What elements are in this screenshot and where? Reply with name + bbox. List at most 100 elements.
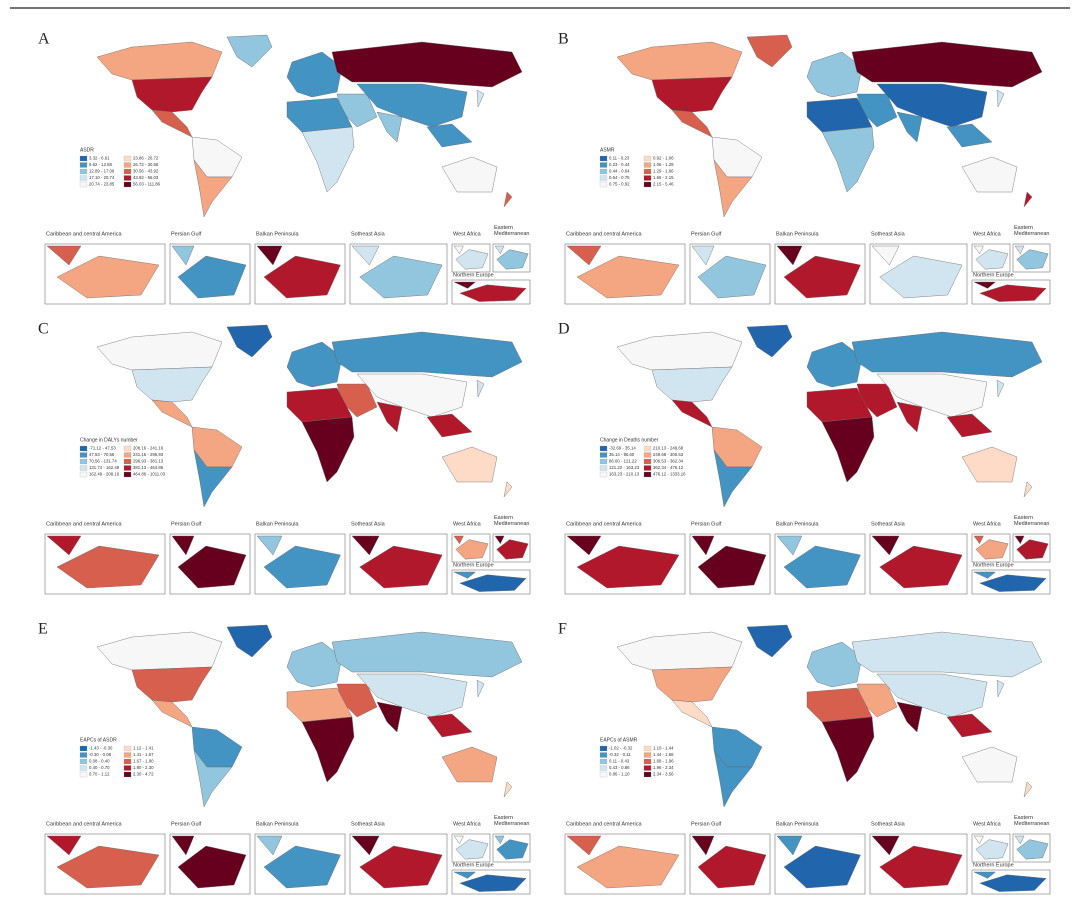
legend-swatch	[599, 465, 608, 471]
inset-land	[576, 545, 680, 589]
panel-letter: E	[38, 621, 48, 638]
inset-land	[263, 255, 341, 299]
legend-label: 2.30 - 4.72	[133, 772, 154, 777]
legend-swatch	[599, 181, 608, 188]
country-greenland	[746, 324, 793, 358]
legend-swatch	[599, 471, 608, 478]
inset-land	[697, 845, 767, 889]
legend-swatch	[643, 168, 652, 175]
country-europe	[806, 341, 863, 388]
legend-label: 464.86 - 1011.03	[133, 472, 166, 477]
legend-label: -0.30 - 0.08	[89, 752, 112, 757]
inset-title: Caribbean and central America	[46, 521, 122, 527]
inset-title: West Africa	[453, 231, 482, 237]
country-europe	[806, 51, 863, 98]
legend-label: 131.74 - 162.49	[89, 465, 120, 470]
panel: D Change in Deaths number -32.69 - 35.1435…	[558, 321, 1051, 595]
country-china	[356, 83, 468, 128]
legend-swatch	[123, 745, 132, 752]
world-map	[96, 324, 523, 508]
legend: Change in DALYs number -71.12 - 47.5347.5…	[79, 437, 166, 478]
country-africa-south	[301, 716, 355, 783]
country-argentina	[193, 749, 233, 808]
inset-land-secondary	[453, 871, 476, 879]
country-japan	[996, 379, 1005, 398]
inset-title-line: Eastern	[494, 225, 513, 231]
inset-land	[359, 845, 443, 889]
inset-land	[576, 845, 680, 889]
legend-title: Change in DALYs number	[80, 437, 138, 443]
legend-swatch	[79, 765, 88, 771]
inset-land-secondary	[453, 835, 464, 845]
legend-label: 1.68 - 1.96	[653, 759, 674, 764]
legend-swatch	[79, 752, 88, 758]
legend-swatch	[643, 471, 652, 478]
legend-label: 241.16 - 296.93	[133, 452, 164, 457]
country-japan	[996, 679, 1005, 698]
legend-label: 1.67 - 1.90	[133, 759, 154, 764]
country-usa	[651, 666, 733, 703]
inset-land	[56, 545, 160, 589]
panel-letter: B	[558, 31, 569, 48]
inset-title: Persian Gulf	[171, 231, 202, 237]
legend-swatch	[79, 458, 88, 465]
legend-label: 47.53 - 70.56	[89, 452, 115, 457]
inset-title: Balkan Peninsula	[776, 521, 819, 527]
country-mexico	[151, 699, 193, 728]
inset-title: Sotheast Asia	[351, 231, 386, 237]
inset-land-secondary	[973, 571, 996, 579]
inset-land-secondary	[351, 245, 380, 266]
inset-land	[576, 255, 680, 299]
country-mexico	[671, 399, 713, 428]
inset-land	[359, 255, 443, 299]
inset-title: Persian Gulf	[691, 231, 722, 237]
world-map	[616, 324, 1043, 508]
panel: C Change in DALYs number -71.12 - 47.5347.…	[38, 321, 531, 595]
legend-label: 0.86 - 1.10	[609, 772, 630, 777]
legend-swatch	[599, 162, 608, 168]
inset-land-secondary	[453, 535, 464, 545]
inset-title: Caribbean and central America	[566, 521, 642, 527]
inset-title: Balkan Peninsula	[776, 231, 819, 237]
inset-land-secondary	[973, 535, 984, 545]
inset-land-secondary	[1014, 245, 1025, 255]
inset-title: Sotheast Asia	[871, 821, 906, 827]
country-se-asia	[426, 123, 473, 148]
inset-land-secondary	[171, 835, 195, 856]
legend-label: 12.89 - 17.09	[89, 169, 115, 174]
inset-title: Sotheast Asia	[351, 521, 386, 527]
inset-land-secondary	[776, 245, 803, 266]
legend-label: 0.70 - 1.12	[89, 772, 110, 777]
country-se-asia	[426, 713, 473, 738]
inset-land	[177, 545, 247, 589]
inset-land	[697, 545, 767, 589]
legend-swatch	[643, 155, 652, 162]
country-new-zealand	[1023, 781, 1033, 798]
inset-title-line: Eastern	[494, 515, 513, 521]
inset-land	[263, 545, 341, 589]
legend-label: 0.64 - 0.75	[609, 175, 630, 180]
country-new-zealand	[503, 191, 513, 208]
legend-swatch	[599, 765, 608, 771]
world-map	[616, 624, 1043, 808]
inset-land	[879, 845, 963, 889]
country-new-zealand	[503, 481, 513, 498]
country-china	[876, 83, 988, 128]
inset-land	[975, 539, 1009, 560]
inset-land-secondary	[171, 245, 195, 266]
panel-letter: F	[558, 621, 567, 638]
country-africa-south	[821, 416, 875, 483]
inset-title: Northern Europe	[453, 862, 494, 868]
legend-label: 30.56 - 43.92	[133, 169, 159, 174]
country-argentina	[713, 449, 753, 508]
inset-land-secondary	[453, 571, 476, 579]
country-canada	[96, 631, 223, 671]
legend-swatch	[643, 745, 652, 752]
inset-land	[263, 845, 341, 889]
panel: A ASDR 3.32 - 6.616.62 - 12.88 12.89 - 17.0…	[38, 31, 531, 305]
inset-land-secondary	[973, 245, 984, 255]
inset-land	[783, 545, 861, 589]
legend-label: 1.29 - 1.66	[653, 169, 674, 174]
inset-land	[496, 249, 529, 270]
